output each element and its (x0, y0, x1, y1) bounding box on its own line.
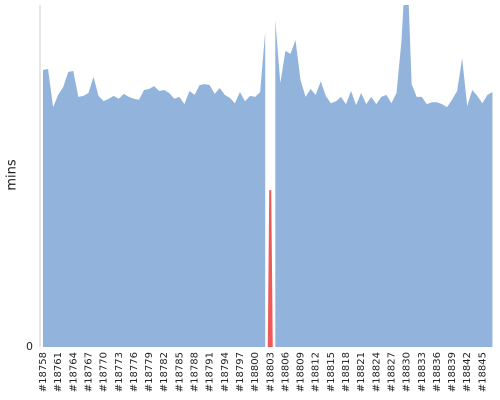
x-tick-label: #18812 (311, 352, 322, 392)
y-tick-label: 0 (26, 340, 33, 353)
x-tick-label: #18785 (174, 352, 185, 392)
x-tick-label: #18794 (220, 352, 231, 392)
x-tick-label: #18806 (280, 352, 291, 392)
x-tick-label: #18761 (53, 352, 64, 392)
x-tick-label: #18767 (83, 352, 94, 392)
x-tick-label: #18845 (477, 352, 488, 392)
x-tick-label: #18773 (114, 352, 125, 392)
x-tick-label: #18770 (99, 352, 110, 392)
x-tick-label: #18809 (296, 352, 307, 392)
x-tick-label: #18776 (129, 352, 140, 392)
x-tick-label: #18836 (432, 352, 443, 392)
x-tick-label: #18815 (326, 352, 337, 392)
x-tick-label: #18842 (462, 352, 473, 392)
plot-area (43, 5, 493, 347)
x-tick-label: #18818 (341, 352, 352, 392)
x-tick-label: #18839 (447, 352, 458, 392)
area (267, 190, 273, 347)
x-tick-label: #18782 (159, 352, 170, 392)
x-tick-label: #18833 (417, 352, 428, 392)
x-tick-label: #18764 (68, 352, 79, 392)
x-tick-label: #18788 (190, 352, 201, 392)
x-tick-label: #18800 (250, 352, 261, 392)
y-axis-label: mins (5, 159, 20, 191)
area (275, 5, 493, 347)
x-tick-label: #18779 (144, 352, 155, 392)
x-tick-label: #18803 (265, 352, 276, 392)
x-tick-label: #18827 (386, 352, 397, 392)
x-tick-label: #18830 (402, 352, 413, 392)
x-tick-label: #18758 (38, 352, 49, 392)
x-tick-label: #18791 (205, 352, 216, 392)
x-tick-label: #18824 (371, 352, 382, 392)
x-tick-label: #18797 (235, 352, 246, 392)
area (43, 31, 266, 347)
x-tick-label: #18821 (356, 352, 367, 392)
